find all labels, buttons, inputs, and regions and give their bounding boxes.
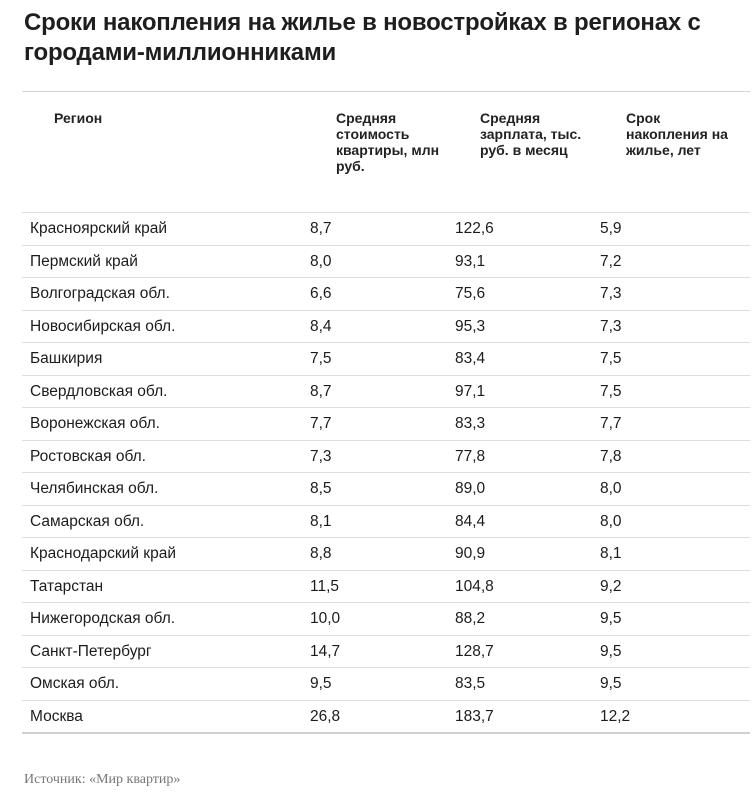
salary-cell: 75,6	[455, 285, 486, 302]
price-cell: 7,5	[310, 350, 332, 367]
price-cell: 8,4	[310, 317, 332, 335]
page-title: Сроки накопления на жилье в новостройках…	[24, 9, 701, 66]
salary-cell: 90,9	[455, 545, 486, 562]
price-cell: 10,0	[310, 610, 341, 627]
divider	[22, 91, 750, 92]
term-cell: 9,5	[600, 642, 622, 660]
price-cell: 8,5	[310, 480, 332, 497]
term-cell: 7,5	[600, 350, 622, 367]
table-row: Краснодарский край 8,8 90,9 8,1	[22, 537, 750, 570]
term-cell: 7,5	[600, 382, 622, 400]
term-cell: 8,1	[600, 545, 622, 562]
price-cell: 8,1	[310, 512, 332, 530]
salary-cell: 128,7	[455, 642, 494, 660]
salary-cell: 83,3	[455, 415, 486, 432]
salary-cell: 93,1	[455, 252, 486, 270]
table-row: Самарская обл. 8,1 84,4 8,0	[22, 504, 750, 538]
region-cell: Пермский край	[30, 252, 138, 270]
price-cell: 7,3	[310, 447, 332, 465]
region-cell: Свердловская обл.	[30, 382, 168, 400]
salary-cell: 104,8	[455, 577, 494, 595]
term-cell: 8,0	[600, 512, 622, 530]
salary-cell: 83,4	[455, 350, 486, 367]
term-cell: 7,3	[600, 285, 622, 302]
table-row: Татарстан 11,5 104,8 9,2	[22, 569, 750, 603]
region-cell: Санкт-Петербург	[30, 642, 152, 660]
price-cell: 6,6	[310, 285, 332, 302]
table-row: Москва 26,8 183,7 12,2	[22, 699, 750, 734]
region-cell: Челябинская обл.	[30, 480, 159, 497]
price-cell: 14,7	[310, 642, 341, 660]
price-cell: 8,7	[310, 382, 332, 400]
region-cell: Краснодарский край	[30, 545, 176, 562]
term-cell: 12,2	[600, 707, 631, 725]
price-cell: 7,7	[310, 415, 332, 432]
salary-cell: 183,7	[455, 707, 494, 725]
term-cell: 7,2	[600, 252, 622, 270]
source-note: Источник: «Мир квартир»	[24, 772, 181, 787]
table-row: Новосибирская обл. 8,4 95,3 7,3	[22, 309, 750, 343]
term-cell: 8,0	[600, 480, 622, 497]
price-cell: 11,5	[310, 577, 340, 595]
salary-cell: 77,8	[455, 447, 486, 465]
region-cell: Ростовская обл.	[30, 447, 146, 465]
table-row: Ростовская обл. 7,3 77,8 7,8	[22, 439, 750, 473]
table-row: Челябинская обл. 8,5 89,0 8,0	[22, 472, 750, 505]
price-cell: 8,0	[310, 252, 332, 270]
salary-cell: 84,4	[455, 512, 486, 530]
salary-cell: 89,0	[455, 480, 486, 497]
salary-cell: 122,6	[455, 220, 494, 237]
table-row: Волгоградская обл. 6,6 75,6 7,3	[22, 277, 750, 310]
term-cell: 7,8	[600, 447, 622, 465]
table-row: Башкирия 7,5 83,4 7,5	[22, 342, 750, 375]
region-cell: Красноярский край	[30, 220, 168, 237]
region-cell: Самарская обл.	[30, 512, 145, 530]
column-header-price: Средняя стоимость квартиры, млн руб.	[336, 110, 440, 174]
region-cell: Нижегородская обл.	[30, 610, 176, 627]
salary-cell: 88,2	[455, 610, 486, 627]
price-cell: 26,8	[310, 707, 341, 725]
table-row: Воронежская обл. 7,7 83,3 7,7	[22, 407, 750, 440]
table-row: Омская обл. 9,5 83,5 9,5	[22, 667, 750, 700]
salary-cell: 97,1	[455, 382, 486, 400]
region-cell: Волгоградская обл.	[30, 285, 170, 302]
column-header-salary: Средняя зарплата, тыс. руб. в месяц	[480, 110, 582, 158]
table-header: Регион Средняя стоимость квартиры, млн р…	[22, 92, 750, 212]
region-cell: Воронежская обл.	[30, 415, 160, 432]
region-cell: Омская обл.	[30, 675, 120, 692]
column-header-term: Срок накопления на жилье, лет	[626, 110, 728, 158]
term-cell: 7,7	[600, 415, 622, 432]
salary-cell: 95,3	[455, 317, 486, 335]
region-cell: Москва	[30, 707, 83, 725]
table-row: Пермский край 8,0 93,1 7,2	[22, 244, 750, 278]
term-cell: 5,9	[600, 220, 622, 237]
term-cell: 7,3	[600, 317, 622, 335]
table-body: Красноярский край 8,7 122,6 5,9 Пермский кра…	[22, 212, 750, 734]
term-cell: 9,5	[600, 610, 622, 627]
price-cell: 8,7	[310, 220, 332, 237]
salary-cell: 83,5	[455, 675, 486, 692]
column-header-region: Регион	[54, 110, 103, 126]
price-cell: 9,5	[310, 675, 332, 692]
term-cell: 9,5	[600, 675, 622, 692]
region-cell: Татарстан	[30, 577, 104, 595]
table-row: Нижегородская обл. 10,0 88,2 9,5	[22, 602, 750, 635]
region-cell: Новосибирская обл.	[30, 317, 176, 335]
term-cell: 9,2	[600, 577, 622, 595]
price-cell: 8,8	[310, 545, 332, 562]
table-row: Красноярский край 8,7 122,6 5,9	[22, 212, 750, 245]
table-row: Свердловская обл. 8,7 97,1 7,5	[22, 374, 750, 408]
table-row: Санкт-Петербург 14,7 128,7 9,5	[22, 634, 750, 668]
region-cell: Башкирия	[30, 350, 103, 367]
